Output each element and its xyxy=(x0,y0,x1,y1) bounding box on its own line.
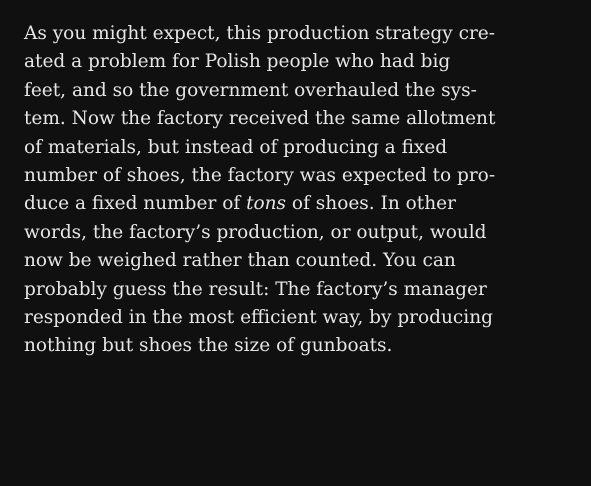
text-line-7: duce a fixed number of tons of shoes. In… xyxy=(24,190,580,218)
text-line-7-start: duce a fixed number of xyxy=(24,193,247,215)
text-line-7-end: of shoes. In other xyxy=(286,193,456,215)
text-line-4: tem. Now the factory received the same a… xyxy=(24,108,496,130)
text-line-12: nothing but shoes the size of gunboats. xyxy=(24,335,393,357)
text-line-5: of materials, but instead of producing a… xyxy=(24,136,448,158)
text-line-3: feet, and so the government overhauled t… xyxy=(24,79,477,101)
text-line-6: number of shoes, the factory was expecte… xyxy=(24,165,496,187)
italic-word-tons: tons xyxy=(246,193,287,215)
text-line-9: now be weighed rather than counted. You … xyxy=(24,250,456,272)
text-line-8: words, the factory’s production, or outp… xyxy=(24,221,487,243)
body-paragraph: As you might expect, this production str… xyxy=(24,20,580,361)
text-line-11: responded in the most efficient way, by … xyxy=(24,307,493,329)
text-line-1: As you might expect, this production str… xyxy=(24,23,496,44)
text-line-10: probably guess the result: The factory’s… xyxy=(24,278,487,300)
text-line-2: ated a problem for Polish people who had… xyxy=(24,51,451,73)
